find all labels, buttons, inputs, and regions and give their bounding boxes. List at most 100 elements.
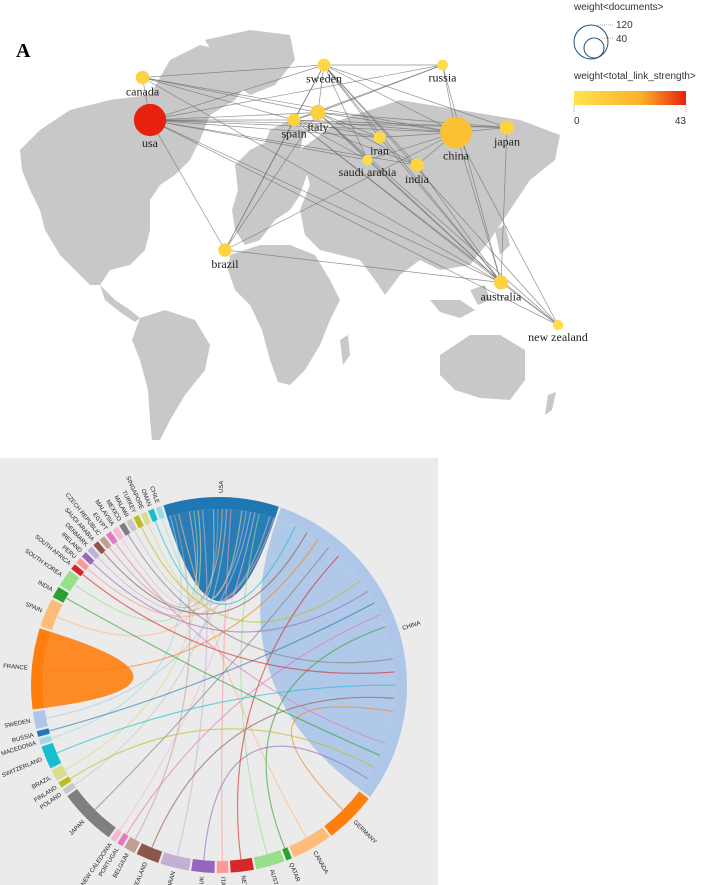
- chord-arc-new-zealand[interactable]: [136, 843, 163, 863]
- map-node-china[interactable]: [440, 116, 472, 149]
- chord-arc-mexico[interactable]: [119, 522, 131, 536]
- chord-link-italy: [221, 509, 232, 861]
- chord-label-sweden: SWEDEN: [4, 719, 31, 730]
- size-legend-value-1: 120: [616, 20, 633, 31]
- map-node-brazil[interactable]: [218, 243, 232, 257]
- size-legend-title: weight<documents>: [573, 2, 664, 13]
- chord-arc-turkey[interactable]: [133, 515, 144, 529]
- chord-arc-finland[interactable]: [58, 776, 72, 788]
- map-label-sweden: sweden: [306, 71, 342, 85]
- map-link-sweden-japan: [323, 64, 508, 128]
- map-link-usa-new-zealand: [149, 119, 559, 326]
- chord-arc-czech-republic[interactable]: [99, 536, 112, 550]
- map-label-china: china: [443, 148, 470, 162]
- chord-arc-south-korea[interactable]: [59, 570, 80, 592]
- map-link-usa-india: [149, 119, 418, 166]
- chord-arc-iran[interactable]: [160, 852, 191, 871]
- map-link-australia-brazil: [224, 249, 502, 283]
- map-link-spain-new-zealand: [293, 119, 559, 326]
- chord-arc-india[interactable]: [52, 586, 69, 603]
- map-link-sweden-india: [323, 64, 418, 166]
- chord-link-canada: [178, 513, 307, 839]
- map-node-spain[interactable]: [287, 113, 301, 127]
- chord-arc-russia[interactable]: [36, 728, 50, 737]
- chord-arc-qatar[interactable]: [282, 847, 292, 861]
- chord-arc-netherlands[interactable]: [229, 857, 254, 873]
- map-link-china-sweden: [323, 64, 457, 133]
- chord-panel: USA CHINA GERMANY CANADA QATAR AUSTRALIA NETHE…: [0, 458, 438, 885]
- chord-arc-china[interactable]: [277, 507, 407, 797]
- map-node-new-zealand[interactable]: [552, 319, 564, 331]
- chord-ribbons: [43, 509, 396, 861]
- map-label-india: india: [405, 172, 430, 186]
- chord-arc-sweden[interactable]: [32, 710, 48, 730]
- map-node-usa[interactable]: [133, 103, 167, 137]
- chord-arc-new-caledonia[interactable]: [110, 828, 123, 842]
- world-network-map: usa canada brazil sweden spain italy russia ira…: [20, 2, 696, 440]
- map-link-china-canada: [142, 77, 457, 133]
- chord-ribbon-france: [43, 631, 134, 708]
- chord-arc-belgium[interactable]: [124, 837, 140, 853]
- chord-arc-japan[interactable]: [67, 789, 116, 838]
- map-label-new-zealand: new zealand: [528, 330, 588, 344]
- chord-arc-france[interactable]: [31, 628, 52, 710]
- map-link-sweden-iran: [323, 64, 380, 138]
- map-node-canada[interactable]: [135, 70, 150, 85]
- chord-link-japan: [94, 546, 330, 811]
- chord-arc-usa[interactable]: [163, 497, 279, 519]
- chord-arc-canada[interactable]: [289, 827, 330, 858]
- chord-arc-italy[interactable]: [216, 860, 229, 873]
- map-link-italy-iran: [317, 112, 380, 138]
- map-node-sweden[interactable]: [317, 58, 331, 72]
- chord-arc-malawi[interactable]: [126, 518, 137, 532]
- chord-arc-egypt[interactable]: [105, 531, 118, 545]
- map-link-spain-japan: [293, 119, 508, 128]
- chord-arc-oman[interactable]: [148, 508, 158, 522]
- chord-label-qatar: QATAR: [287, 862, 300, 883]
- chord-arc-spain[interactable]: [40, 599, 63, 630]
- chord-link-portugal: [125, 614, 381, 835]
- chord-arc-germany[interactable]: [324, 791, 369, 836]
- map-node-japan[interactable]: [499, 120, 515, 135]
- chord-link-france: [43, 539, 319, 672]
- chord-arc-denmark[interactable]: [87, 546, 100, 560]
- chord-arc-singapore[interactable]: [140, 511, 151, 525]
- chord-arc-north-macedonia[interactable]: [38, 735, 53, 745]
- chord-label-uk: UK: [199, 876, 206, 885]
- map-link-china-usa: [149, 119, 457, 133]
- chord-arc-poland[interactable]: [62, 782, 76, 795]
- map-node-russia[interactable]: [437, 59, 448, 71]
- chord-label-netherlands: NETHERLANDS: [239, 875, 251, 885]
- map-node-india[interactable]: [410, 158, 424, 172]
- chord-arc-malaysia[interactable]: [112, 526, 124, 540]
- chord-arc-australia[interactable]: [253, 850, 285, 870]
- chord-link-turkey: [140, 526, 361, 623]
- chord-label-new-zealand: NEW ZEALAND: [127, 861, 149, 885]
- map-node-australia[interactable]: [493, 275, 509, 290]
- chord-arc-switzerland[interactable]: [41, 742, 62, 769]
- chord-arc-chile[interactable]: [155, 506, 165, 520]
- chord-label-australia: AUSTRALIA: [268, 869, 283, 885]
- chord-arc-uk[interactable]: [191, 859, 215, 873]
- chord-arc-south-africa[interactable]: [71, 564, 85, 577]
- chord-arc-brazil[interactable]: [51, 764, 68, 781]
- chord-arc-ireland[interactable]: [81, 552, 95, 565]
- chord-diagram: USA CHINA GERMANY CANADA QATAR AUSTRALIA NETHE…: [0, 476, 421, 885]
- chord-label-russia: RUSSIA: [11, 733, 34, 745]
- chord-link-chile: [161, 509, 215, 600]
- chord-arc-portugal[interactable]: [117, 833, 129, 847]
- map-node-saudi-arabia[interactable]: [362, 154, 373, 166]
- map-node-italy[interactable]: [310, 104, 326, 121]
- chord-link-egypt: [114, 542, 386, 744]
- map-link-china-spain: [293, 119, 457, 133]
- map-link-italy-canada: [142, 77, 319, 113]
- size-legend-circle-small: [583, 37, 605, 59]
- chord-arc-saudi-arabia[interactable]: [93, 541, 106, 555]
- map-label-iran: iran: [370, 143, 389, 157]
- chord-link-north-macedonia: [51, 515, 182, 739]
- map-link-australia-saudi-arabia: [367, 159, 502, 283]
- map-label-brazil: brazil: [211, 257, 239, 271]
- chord-arc-peru[interactable]: [76, 558, 90, 571]
- chord-label-india: INDIA: [36, 580, 53, 593]
- map-node-iran[interactable]: [373, 131, 386, 144]
